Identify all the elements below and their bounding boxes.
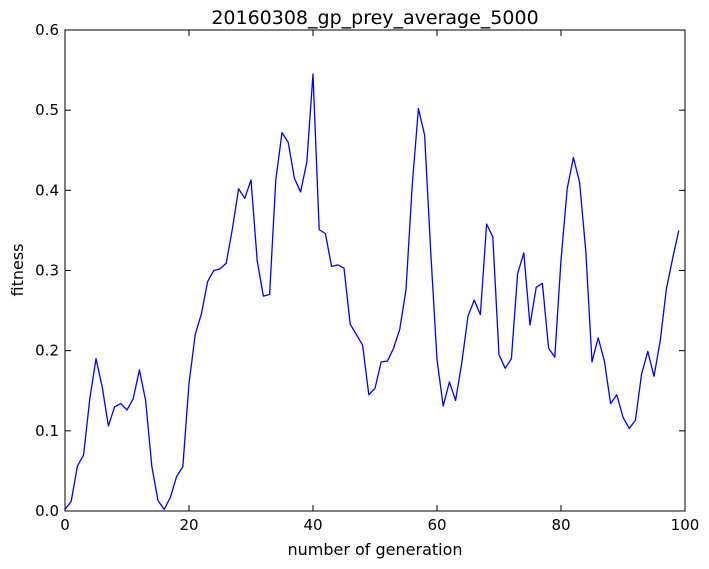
plot-frame [64, 29, 686, 512]
y-tick-label-4: 0.4 [35, 181, 59, 199]
x-axis-label: number of generation [287, 540, 462, 559]
x-tick-label-5: 100 [671, 516, 700, 534]
y-tick-label-0: 0.0 [35, 502, 59, 520]
x-tick-label-4: 80 [551, 516, 570, 534]
x-tick-label-2: 40 [303, 516, 322, 534]
x-tick-label-3: 60 [427, 516, 446, 534]
series-line [64, 73, 680, 511]
x-tick-label-0: 0 [60, 516, 70, 534]
y-tick-label-1: 0.1 [35, 422, 59, 440]
y-axis-label: fitness [8, 243, 27, 296]
y-tick-label-6: 0.6 [35, 21, 59, 39]
y-tick-label-5: 0.5 [35, 101, 59, 119]
y-tick-label-2: 0.2 [35, 342, 59, 360]
axis-tick-labels: 0 20 40 60 80 100 0.0 0.1 0.2 0.3 0.4 0.5 0.6 [35, 21, 699, 534]
chart-title: 20160308_gp_prey_average_5000 [211, 7, 538, 29]
y-tick-label-3: 0.3 [35, 262, 59, 280]
x-tick-label-1: 20 [179, 516, 198, 534]
